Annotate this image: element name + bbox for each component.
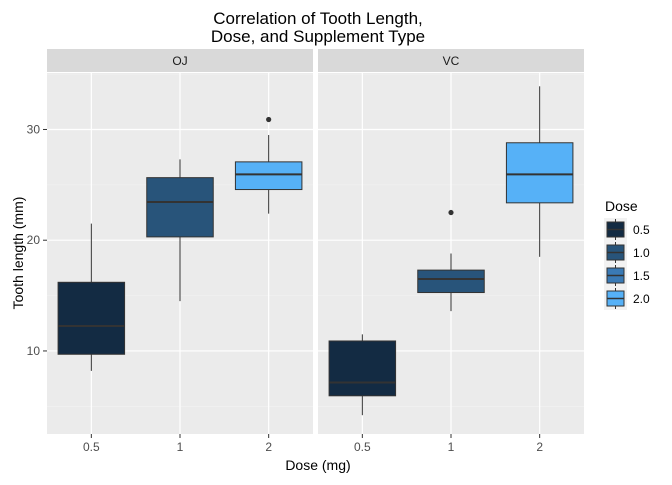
legend-item-1.5: 1.5 bbox=[604, 264, 650, 287]
legend-label: 0.5 bbox=[633, 223, 650, 237]
y-tick-label: 30 bbox=[27, 122, 41, 136]
box-body bbox=[57, 281, 126, 355]
x-tick-label: 1 bbox=[177, 440, 184, 454]
legend-title: Dose bbox=[605, 198, 638, 214]
panel-vc-boxes bbox=[328, 86, 574, 416]
box-vc-dose-2 bbox=[505, 86, 574, 257]
y-axis: 10 20 30 bbox=[27, 122, 47, 358]
x-tick-label: 1 bbox=[448, 440, 455, 454]
x-axis-title: Dose (mg) bbox=[285, 457, 350, 473]
y-tick-label: 20 bbox=[27, 233, 41, 247]
legend-item-2.0: 2.0 bbox=[604, 287, 650, 310]
outlier-point bbox=[266, 116, 272, 123]
x-axis: 0.5 1 2 0.5 1 2 bbox=[83, 434, 543, 454]
box-vc-dose-1 bbox=[417, 209, 485, 312]
legend-item-1.0: 1.0 bbox=[604, 241, 650, 264]
panel-oj-boxes bbox=[57, 116, 303, 371]
box-oj-dose-2 bbox=[234, 116, 303, 214]
box-body bbox=[417, 269, 485, 294]
chart-title-line-2: Dose, and Supplement Type bbox=[211, 27, 425, 46]
x-tick-label: 0.5 bbox=[83, 440, 100, 454]
legend-label: 1.5 bbox=[633, 269, 650, 283]
box-body bbox=[146, 177, 214, 238]
box-body bbox=[328, 340, 397, 397]
strip-label-oj: OJ bbox=[172, 54, 187, 68]
box-vc-dose-0.5 bbox=[328, 334, 397, 416]
box-oj-dose-1 bbox=[146, 159, 214, 302]
chart-title-line-1: Correlation of Tooth Length, bbox=[213, 9, 423, 28]
y-axis-title: Tooth length (mm) bbox=[10, 197, 26, 310]
y-tick-label: 10 bbox=[27, 344, 41, 358]
x-tick-label: 0.5 bbox=[354, 440, 371, 454]
strip-vc bbox=[318, 49, 584, 72]
legend: Dose 0.5 1.0 1.5 2.0 bbox=[604, 198, 650, 310]
x-tick-label: 2 bbox=[536, 440, 543, 454]
box-oj-dose-0.5 bbox=[57, 223, 126, 371]
outlier-point bbox=[448, 209, 454, 216]
legend-label: 2.0 bbox=[633, 292, 650, 306]
x-tick-label: 2 bbox=[265, 440, 272, 454]
legend-item-0.5: 0.5 bbox=[604, 218, 650, 241]
strip-label-vc: VC bbox=[443, 54, 460, 68]
box-body bbox=[234, 161, 303, 191]
legend-label: 1.0 bbox=[633, 246, 650, 260]
strip-oj bbox=[47, 49, 313, 72]
box-body bbox=[505, 142, 574, 204]
